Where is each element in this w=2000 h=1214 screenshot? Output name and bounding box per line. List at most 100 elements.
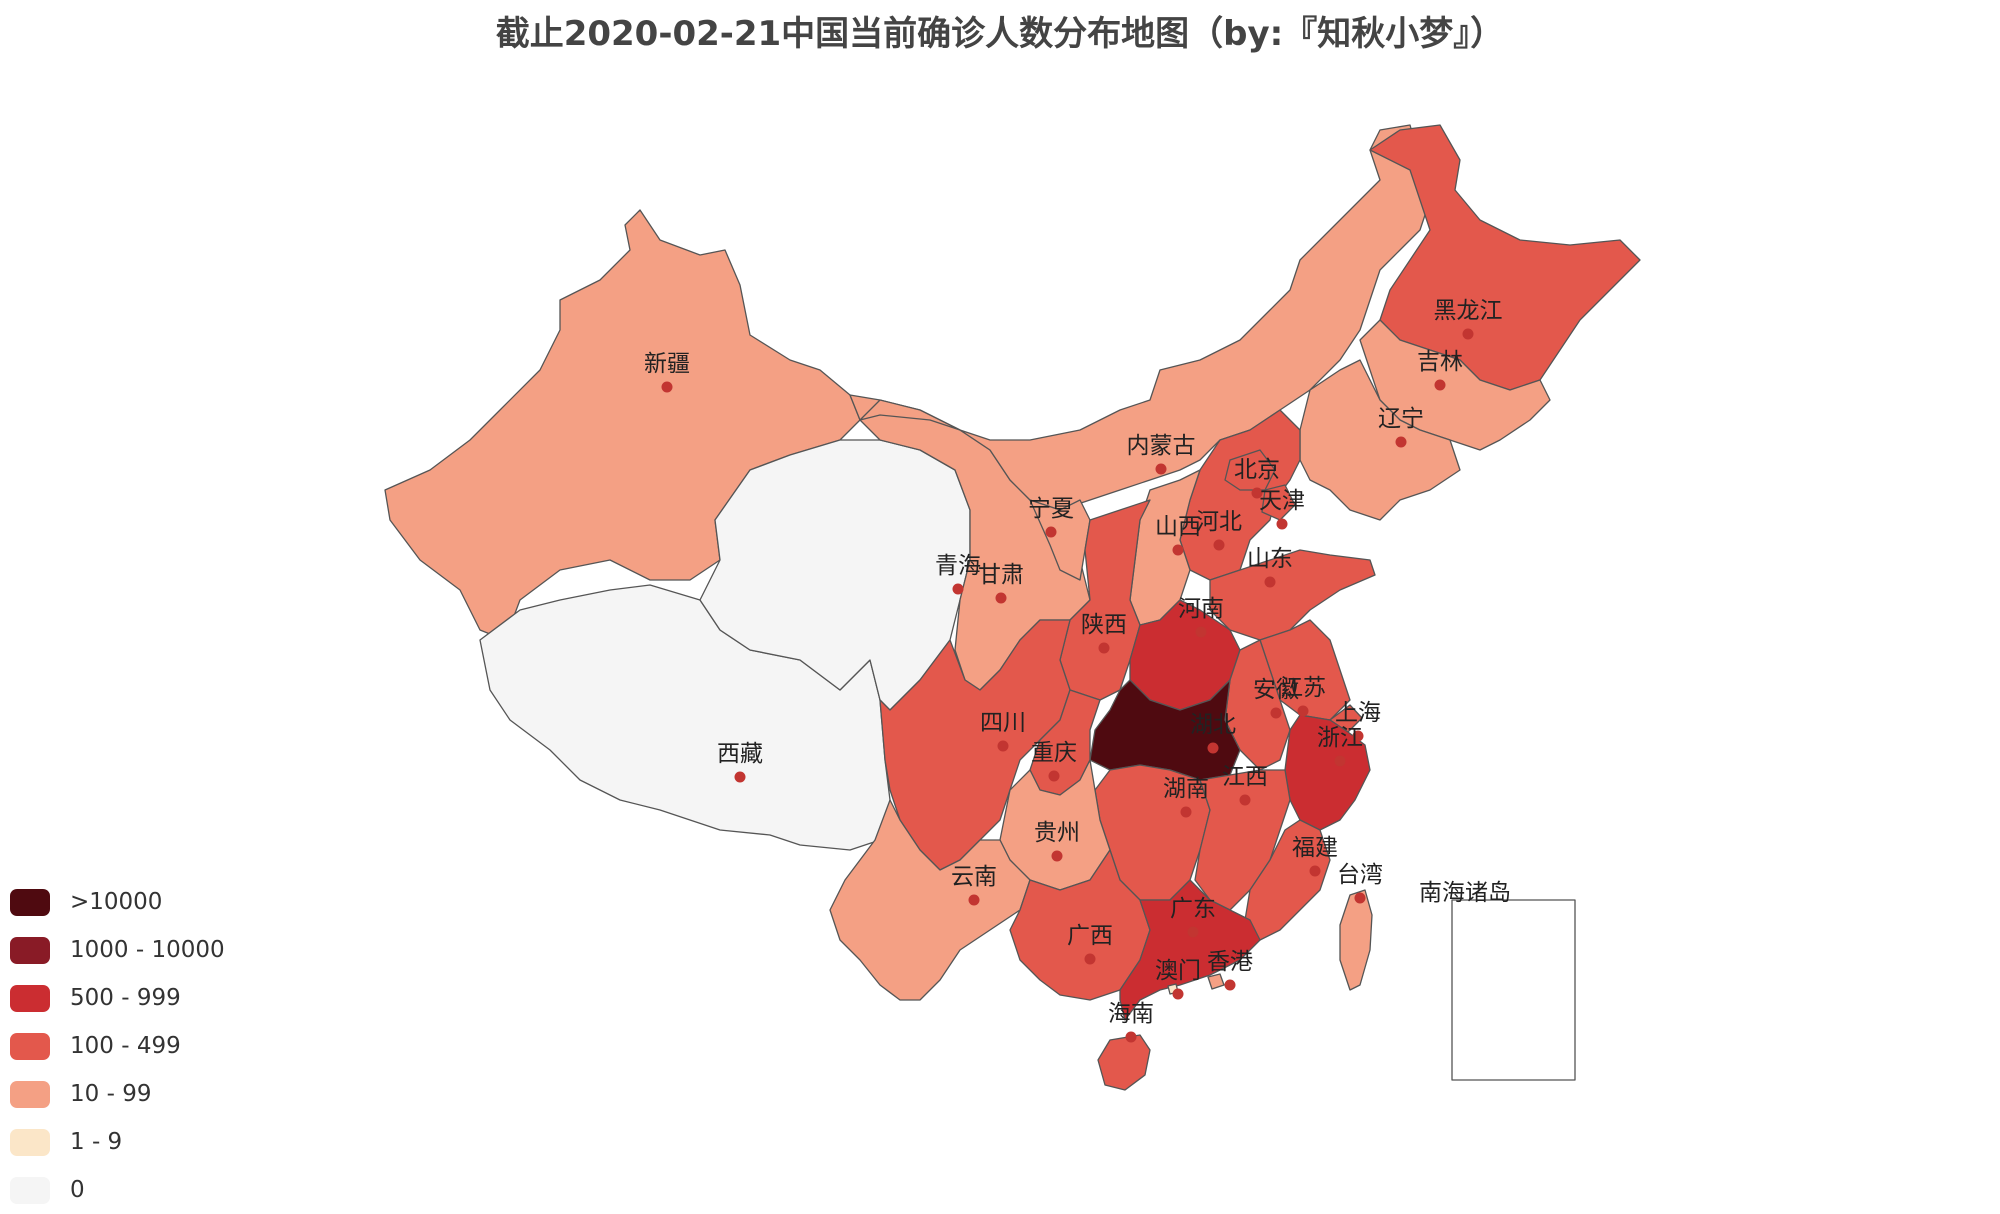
legend-item[interactable]: 10 - 99 bbox=[10, 1070, 225, 1118]
marker-hebei[interactable] bbox=[1213, 539, 1225, 551]
marker-xizang[interactable] bbox=[734, 771, 746, 783]
legend-swatch bbox=[10, 984, 50, 1012]
marker-jilin[interactable] bbox=[1434, 379, 1446, 391]
province-xianggang[interactable] bbox=[1207, 973, 1225, 990]
label-ningxia: 宁夏 bbox=[1028, 496, 1074, 522]
marker-qinghai[interactable] bbox=[952, 583, 964, 595]
province-qinghai[interactable] bbox=[699, 439, 971, 711]
province-shaanxi[interactable] bbox=[1059, 499, 1151, 701]
marker-henan[interactable] bbox=[1195, 626, 1207, 638]
marker-xinjiang[interactable] bbox=[661, 381, 673, 393]
label-shandong: 山东 bbox=[1247, 546, 1293, 572]
marker-aomen[interactable] bbox=[1172, 988, 1184, 1000]
label-guangxi: 广西 bbox=[1067, 923, 1113, 949]
marker-beijing[interactable] bbox=[1251, 487, 1263, 499]
legend-item[interactable]: 100 - 499 bbox=[10, 1022, 225, 1070]
label-xianggang: 香港 bbox=[1207, 949, 1253, 975]
marker-hainan[interactable] bbox=[1125, 1031, 1137, 1043]
label-yunnan: 云南 bbox=[951, 864, 997, 890]
marker-shanxi[interactable] bbox=[1172, 544, 1184, 556]
province-guangdong[interactable] bbox=[1119, 879, 1261, 1021]
label-guangdong: 广东 bbox=[1170, 896, 1216, 922]
label-tianjin: 天津 bbox=[1259, 488, 1305, 514]
label-xinjiang: 新疆 bbox=[644, 351, 690, 377]
province-xinjiang[interactable] bbox=[384, 209, 861, 641]
province-yunnan[interactable] bbox=[829, 799, 1031, 1001]
marker-neimenggu[interactable] bbox=[1155, 463, 1167, 475]
marker-guangxi[interactable] bbox=[1084, 953, 1096, 965]
label-qinghai: 青海 bbox=[935, 553, 981, 579]
marker-shanghai[interactable] bbox=[1352, 730, 1364, 742]
marker-hunan[interactable] bbox=[1180, 806, 1192, 818]
province-liaoning[interactable] bbox=[1299, 359, 1461, 521]
label-henan: 河南 bbox=[1178, 596, 1224, 622]
marker-liaoning[interactable] bbox=[1395, 436, 1407, 448]
label-sichuan: 四川 bbox=[980, 710, 1026, 736]
legend-label: 1 - 9 bbox=[70, 1129, 123, 1155]
marker-taiwan[interactable] bbox=[1354, 892, 1366, 904]
province-fujian[interactable] bbox=[1244, 819, 1331, 941]
legend-label: 10 - 99 bbox=[70, 1081, 152, 1107]
legend-swatch bbox=[10, 1080, 50, 1108]
province-nanhai[interactable] bbox=[1451, 899, 1576, 1081]
province-hainan[interactable] bbox=[1097, 1034, 1151, 1091]
label-jiangsu: 江苏 bbox=[1280, 675, 1326, 701]
map-title: 截止2020-02-21中国当前确诊人数分布地图（by:『知秋小梦』） bbox=[495, 14, 1505, 54]
label-heilongjiang: 黑龙江 bbox=[1434, 298, 1503, 324]
label-hunan: 湖南 bbox=[1163, 776, 1209, 802]
label-shaanxi: 陕西 bbox=[1081, 612, 1127, 638]
visual-map-legend: >10000 1000 - 10000 500 - 999 100 - 499 10 -… bbox=[10, 878, 225, 1214]
label-aomen: 澳门 bbox=[1155, 958, 1201, 984]
marker-sichuan[interactable] bbox=[997, 740, 1009, 752]
province-sichuan[interactable] bbox=[879, 619, 1071, 871]
label-hubei: 湖北 bbox=[1190, 712, 1236, 738]
label-hebei: 河北 bbox=[1196, 509, 1242, 535]
label-jiangxi: 江西 bbox=[1222, 764, 1268, 790]
label-gansu: 甘肃 bbox=[978, 562, 1024, 588]
marker-guizhou[interactable] bbox=[1051, 850, 1063, 862]
label-jilin: 吉林 bbox=[1417, 349, 1463, 375]
marker-heilongjiang[interactable] bbox=[1462, 328, 1474, 340]
marker-fujian[interactable] bbox=[1309, 865, 1321, 877]
legend-item[interactable]: 500 - 999 bbox=[10, 974, 225, 1022]
province-shandong[interactable] bbox=[1209, 549, 1376, 641]
marker-jiangsu[interactable] bbox=[1297, 705, 1309, 717]
label-fujian: 福建 bbox=[1292, 835, 1338, 861]
legend-label: 100 - 499 bbox=[70, 1033, 181, 1059]
legend-item[interactable]: 0 bbox=[10, 1166, 225, 1214]
label-liaoning: 辽宁 bbox=[1378, 406, 1424, 432]
label-guizhou: 贵州 bbox=[1034, 820, 1080, 846]
legend-swatch bbox=[10, 1032, 50, 1060]
legend-label: 1000 - 10000 bbox=[70, 937, 225, 963]
legend-item[interactable]: 1 - 9 bbox=[10, 1118, 225, 1166]
marker-hubei[interactable] bbox=[1207, 742, 1219, 754]
marker-shandong[interactable] bbox=[1264, 576, 1276, 588]
label-xizang: 西藏 bbox=[717, 741, 763, 767]
label-taiwan: 台湾 bbox=[1337, 862, 1383, 888]
marker-shaanxi[interactable] bbox=[1098, 642, 1110, 654]
legend-swatch bbox=[10, 1176, 50, 1204]
marker-yunnan[interactable] bbox=[968, 894, 980, 906]
marker-guangdong[interactable] bbox=[1187, 926, 1199, 938]
marker-chongqing[interactable] bbox=[1048, 770, 1060, 782]
label-zhejiang: 浙江 bbox=[1317, 725, 1363, 751]
marker-gansu[interactable] bbox=[995, 592, 1007, 604]
label-neimenggu: 内蒙古 bbox=[1127, 433, 1196, 459]
marker-tianjin[interactable] bbox=[1276, 518, 1288, 530]
province-jilin[interactable] bbox=[1359, 319, 1551, 451]
marker-anhui[interactable] bbox=[1270, 707, 1282, 719]
province-taiwan[interactable] bbox=[1339, 889, 1373, 991]
legend-label: 500 - 999 bbox=[70, 985, 181, 1011]
marker-ningxia[interactable] bbox=[1045, 526, 1057, 538]
marker-zhejiang[interactable] bbox=[1334, 755, 1346, 767]
marker-xianggang[interactable] bbox=[1224, 979, 1236, 991]
province-tianjin[interactable] bbox=[1261, 484, 1296, 521]
legend-swatch bbox=[10, 936, 50, 964]
legend-item[interactable]: >10000 bbox=[10, 878, 225, 926]
label-shanxi: 山西 bbox=[1155, 514, 1201, 540]
marker-jiangxi[interactable] bbox=[1239, 794, 1251, 806]
legend-item[interactable]: 1000 - 10000 bbox=[10, 926, 225, 974]
label-nanhai: 南海诸岛 bbox=[1419, 880, 1511, 906]
province-heilongjiang[interactable] bbox=[1369, 124, 1641, 391]
